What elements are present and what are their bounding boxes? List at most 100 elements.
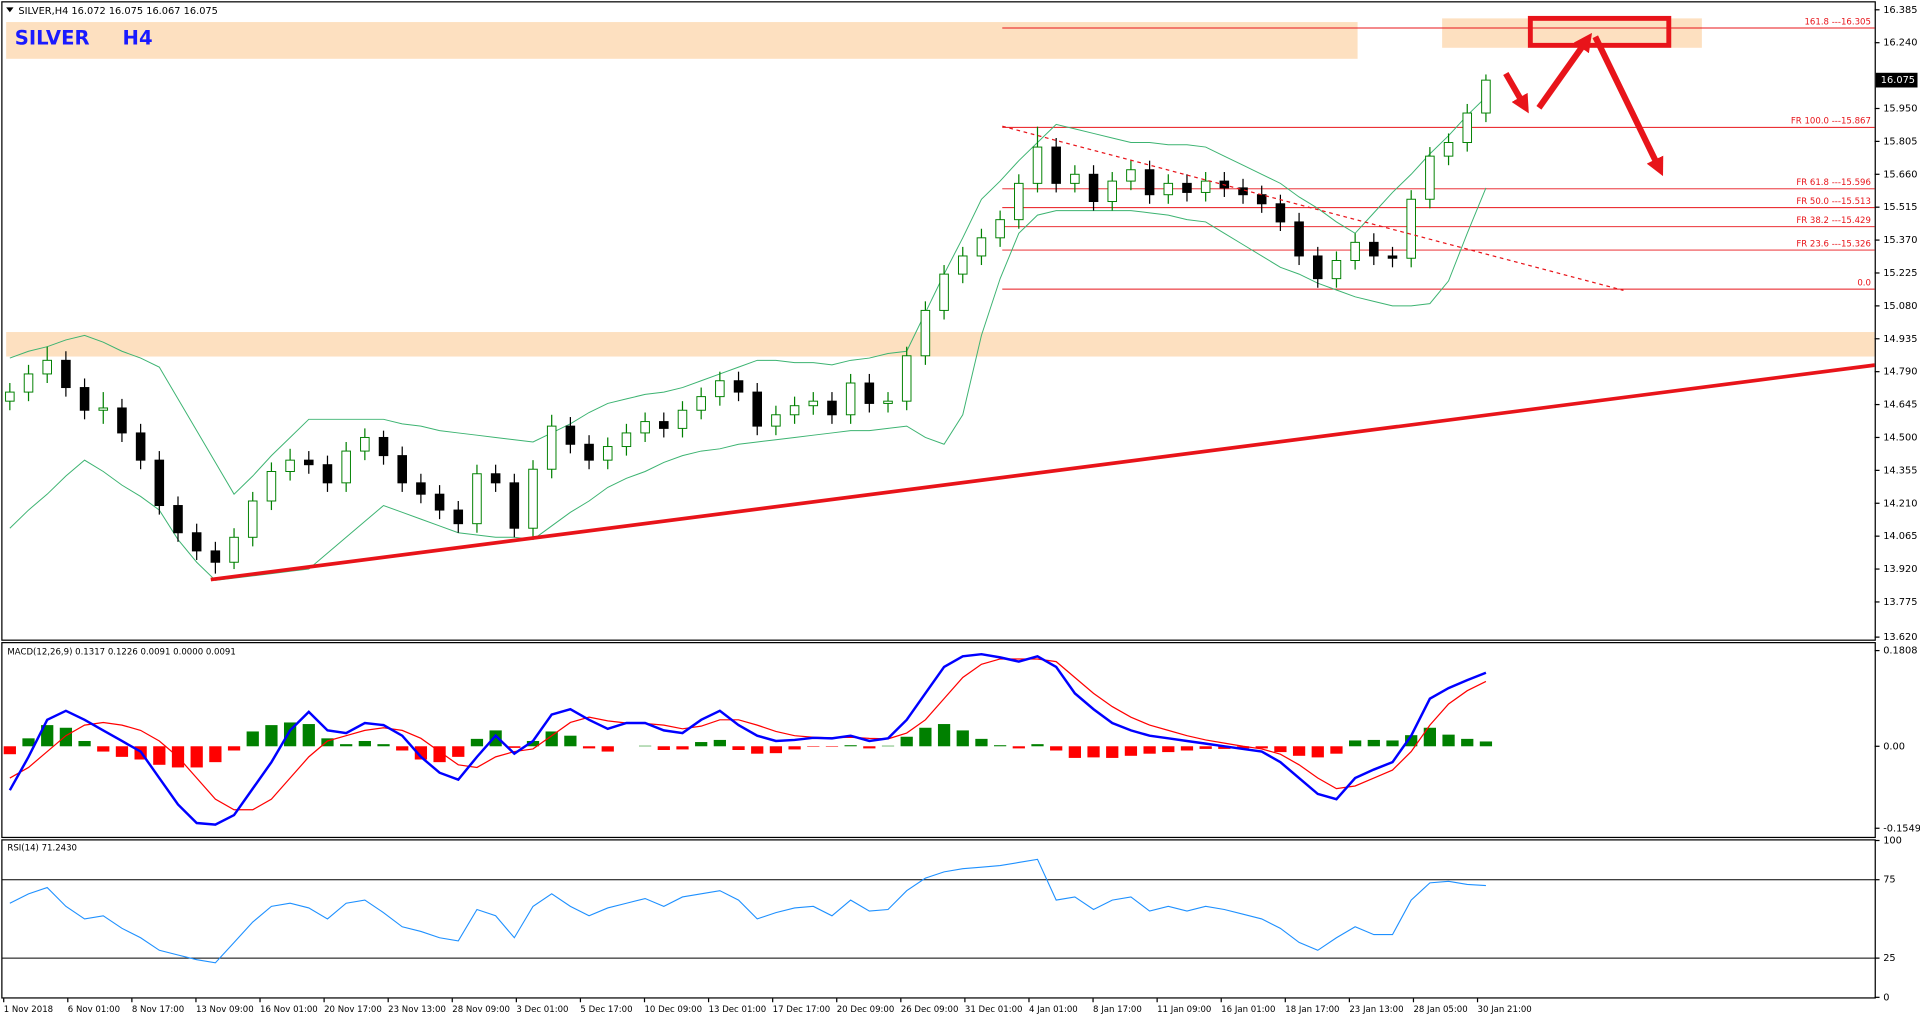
y-tick-label: 75 <box>1883 875 1895 886</box>
candle-body <box>901 355 912 402</box>
histogram-bar <box>321 738 334 747</box>
y-tick-label: -0.1549 <box>1883 823 1920 834</box>
candle-body <box>1256 194 1267 205</box>
x-tick-label: 16 Nov 01:00 <box>260 1005 318 1015</box>
x-tick-label: 26 Dec 09:00 <box>901 1005 959 1015</box>
histogram-bar <box>695 742 708 747</box>
y-tick-label: 14.935 <box>1883 334 1917 345</box>
histogram-bar <box>769 746 783 754</box>
histogram-bar <box>919 727 932 747</box>
fib-label: 0.0 <box>1857 278 1871 288</box>
candle-body <box>378 436 389 457</box>
histogram-bar <box>1461 738 1474 747</box>
price-panel <box>1 1 1876 641</box>
x-tick-label: 30 Jan 21:00 <box>1478 1005 1532 1015</box>
candle-body <box>1182 182 1192 193</box>
candle-body <box>733 380 744 393</box>
histogram-bar <box>881 745 895 747</box>
candle-body <box>621 432 632 448</box>
y-tick-label: 14.065 <box>1883 531 1917 542</box>
y-tick-label: 15.370 <box>1883 235 1917 246</box>
y-tick-label: 0 <box>1883 992 1889 1003</box>
histogram-bar <box>1349 740 1362 747</box>
candle-body <box>453 509 464 525</box>
x-tick-label: 8 Jan 17:00 <box>1093 1005 1142 1015</box>
candle-body <box>565 425 576 445</box>
x-tick-label: 13 Dec 01:00 <box>709 1005 767 1015</box>
candle-body <box>883 400 893 404</box>
bollinger-band <box>9 96 1487 495</box>
x-tick-label: 28 Nov 09:00 <box>452 1005 510 1015</box>
histogram-bar <box>489 730 502 747</box>
histogram-bar <box>751 746 764 754</box>
x-tick-label: 23 Nov 13:00 <box>388 1005 446 1015</box>
histogram-bar <box>22 738 35 747</box>
histogram-bar <box>508 746 521 748</box>
histogram-bar <box>190 746 203 768</box>
candle-body <box>602 446 613 461</box>
x-tick-label: 20 Nov 17:00 <box>324 1005 382 1015</box>
candle-body <box>677 409 688 429</box>
histogram-bar <box>59 727 73 747</box>
candle-body <box>920 309 931 357</box>
candle-body <box>771 414 781 427</box>
y-tick-label: 16.385 <box>1883 5 1917 16</box>
y-tick-label: 13.775 <box>1883 597 1917 608</box>
histogram-bar <box>1031 744 1044 747</box>
x-tick-label: 20 Dec 09:00 <box>837 1005 895 1015</box>
y-tick-label: 14.790 <box>1883 367 1917 378</box>
histogram-bar <box>564 735 577 747</box>
candle-body <box>659 421 669 429</box>
histogram-bar <box>994 745 1007 747</box>
candle-body <box>1425 155 1435 200</box>
candle-body <box>154 459 165 507</box>
menu-triangle[interactable] <box>6 7 14 13</box>
y-tick-label: 13.920 <box>1883 564 1917 575</box>
chart-title: SILVER <box>15 27 90 50</box>
candle-body <box>266 471 277 502</box>
candle-body <box>864 382 875 404</box>
x-tick-label: 11 Jan 09:00 <box>1157 1005 1211 1015</box>
candle-body <box>117 407 127 434</box>
candle-body <box>1275 203 1286 223</box>
x-tick-label: 6 Nov 01:00 <box>68 1005 120 1015</box>
histogram-bar <box>545 731 558 747</box>
candle-body <box>528 468 538 529</box>
histogram-bar <box>1199 746 1212 749</box>
candle-body <box>135 432 146 461</box>
candle-body <box>1387 255 1398 259</box>
y-tick-label: 0.1808 <box>1883 646 1917 657</box>
candle-body <box>416 482 426 495</box>
histogram-bar <box>713 739 726 747</box>
histogram-bar <box>582 746 596 749</box>
candle-body <box>1462 112 1473 144</box>
x-tick-label: 31 Dec 01:00 <box>965 1005 1023 1015</box>
candle-body <box>1088 173 1099 203</box>
y-tick-label: 14.210 <box>1883 498 1917 509</box>
histogram-bar <box>1012 746 1025 749</box>
histogram-bar <box>788 746 801 750</box>
candle-body <box>1051 146 1061 184</box>
fib-label: FR 100.0 ---15.867 <box>1791 117 1871 127</box>
x-tick-label: 8 Nov 17:00 <box>132 1005 184 1015</box>
histogram-bar <box>3 746 16 755</box>
candle-body <box>827 400 837 416</box>
histogram-bar <box>433 746 446 763</box>
candle-body <box>304 459 314 466</box>
histogram-bar <box>1311 746 1324 758</box>
x-tick-label: 5 Dec 17:00 <box>580 1005 632 1015</box>
indicator-label: RSI(14) 71.2430 <box>7 843 77 853</box>
candle-body <box>173 505 183 534</box>
histogram-bar <box>246 731 259 747</box>
histogram-bar <box>377 744 390 747</box>
candle-body <box>715 380 725 398</box>
histogram-bar <box>209 746 222 763</box>
histogram-bar <box>153 746 166 765</box>
candle-body <box>434 493 445 511</box>
macd-panel <box>1 642 1876 839</box>
y-tick-label: 100 <box>1883 836 1902 847</box>
arrow <box>1503 71 1529 114</box>
arrow <box>1536 32 1593 110</box>
histogram-bar <box>863 746 876 749</box>
